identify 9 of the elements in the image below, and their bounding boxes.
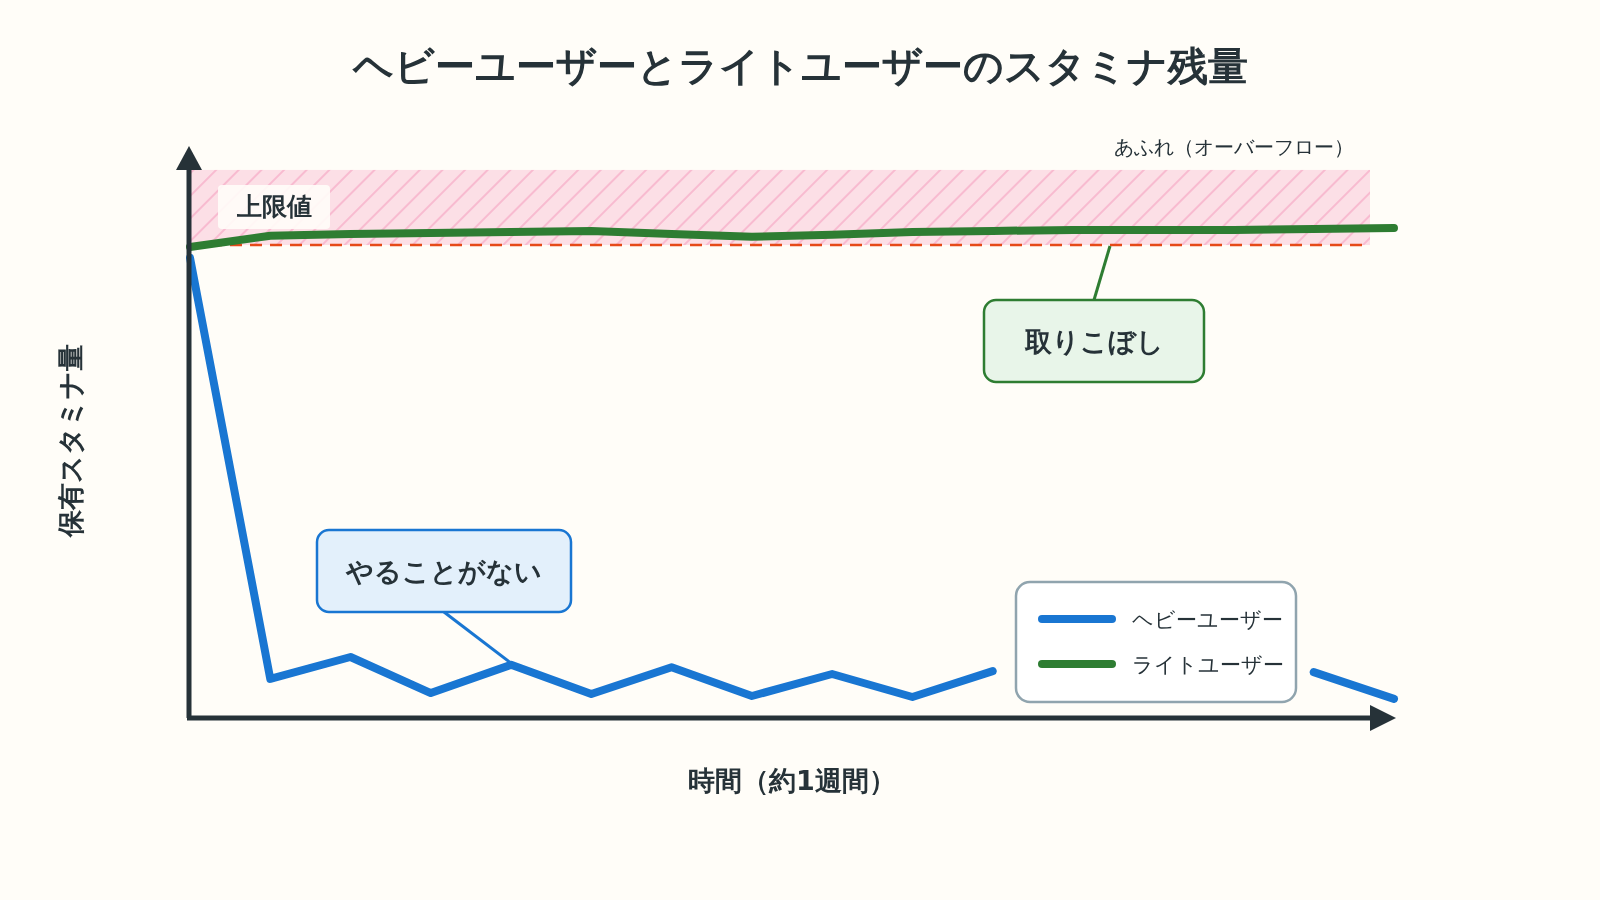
annotation: やることがない <box>345 556 542 587</box>
chart-title: ヘビーユーザーとライトユーザーのスタミナ残量 <box>351 43 1248 89</box>
y-axis-title: 保有スタミナ量 <box>55 343 86 538</box>
legend-label: ライトユーザー <box>1132 653 1284 677</box>
x-axis-title: 時間（約1週間） <box>688 765 896 796</box>
band-label: あふれ（オーバーフロー） <box>1114 134 1354 159</box>
annotation: 取りこぼし <box>1023 326 1164 357</box>
ref-line-label: 上限値 <box>235 192 312 222</box>
legend-label: ヘビーユーザー <box>1132 608 1283 632</box>
